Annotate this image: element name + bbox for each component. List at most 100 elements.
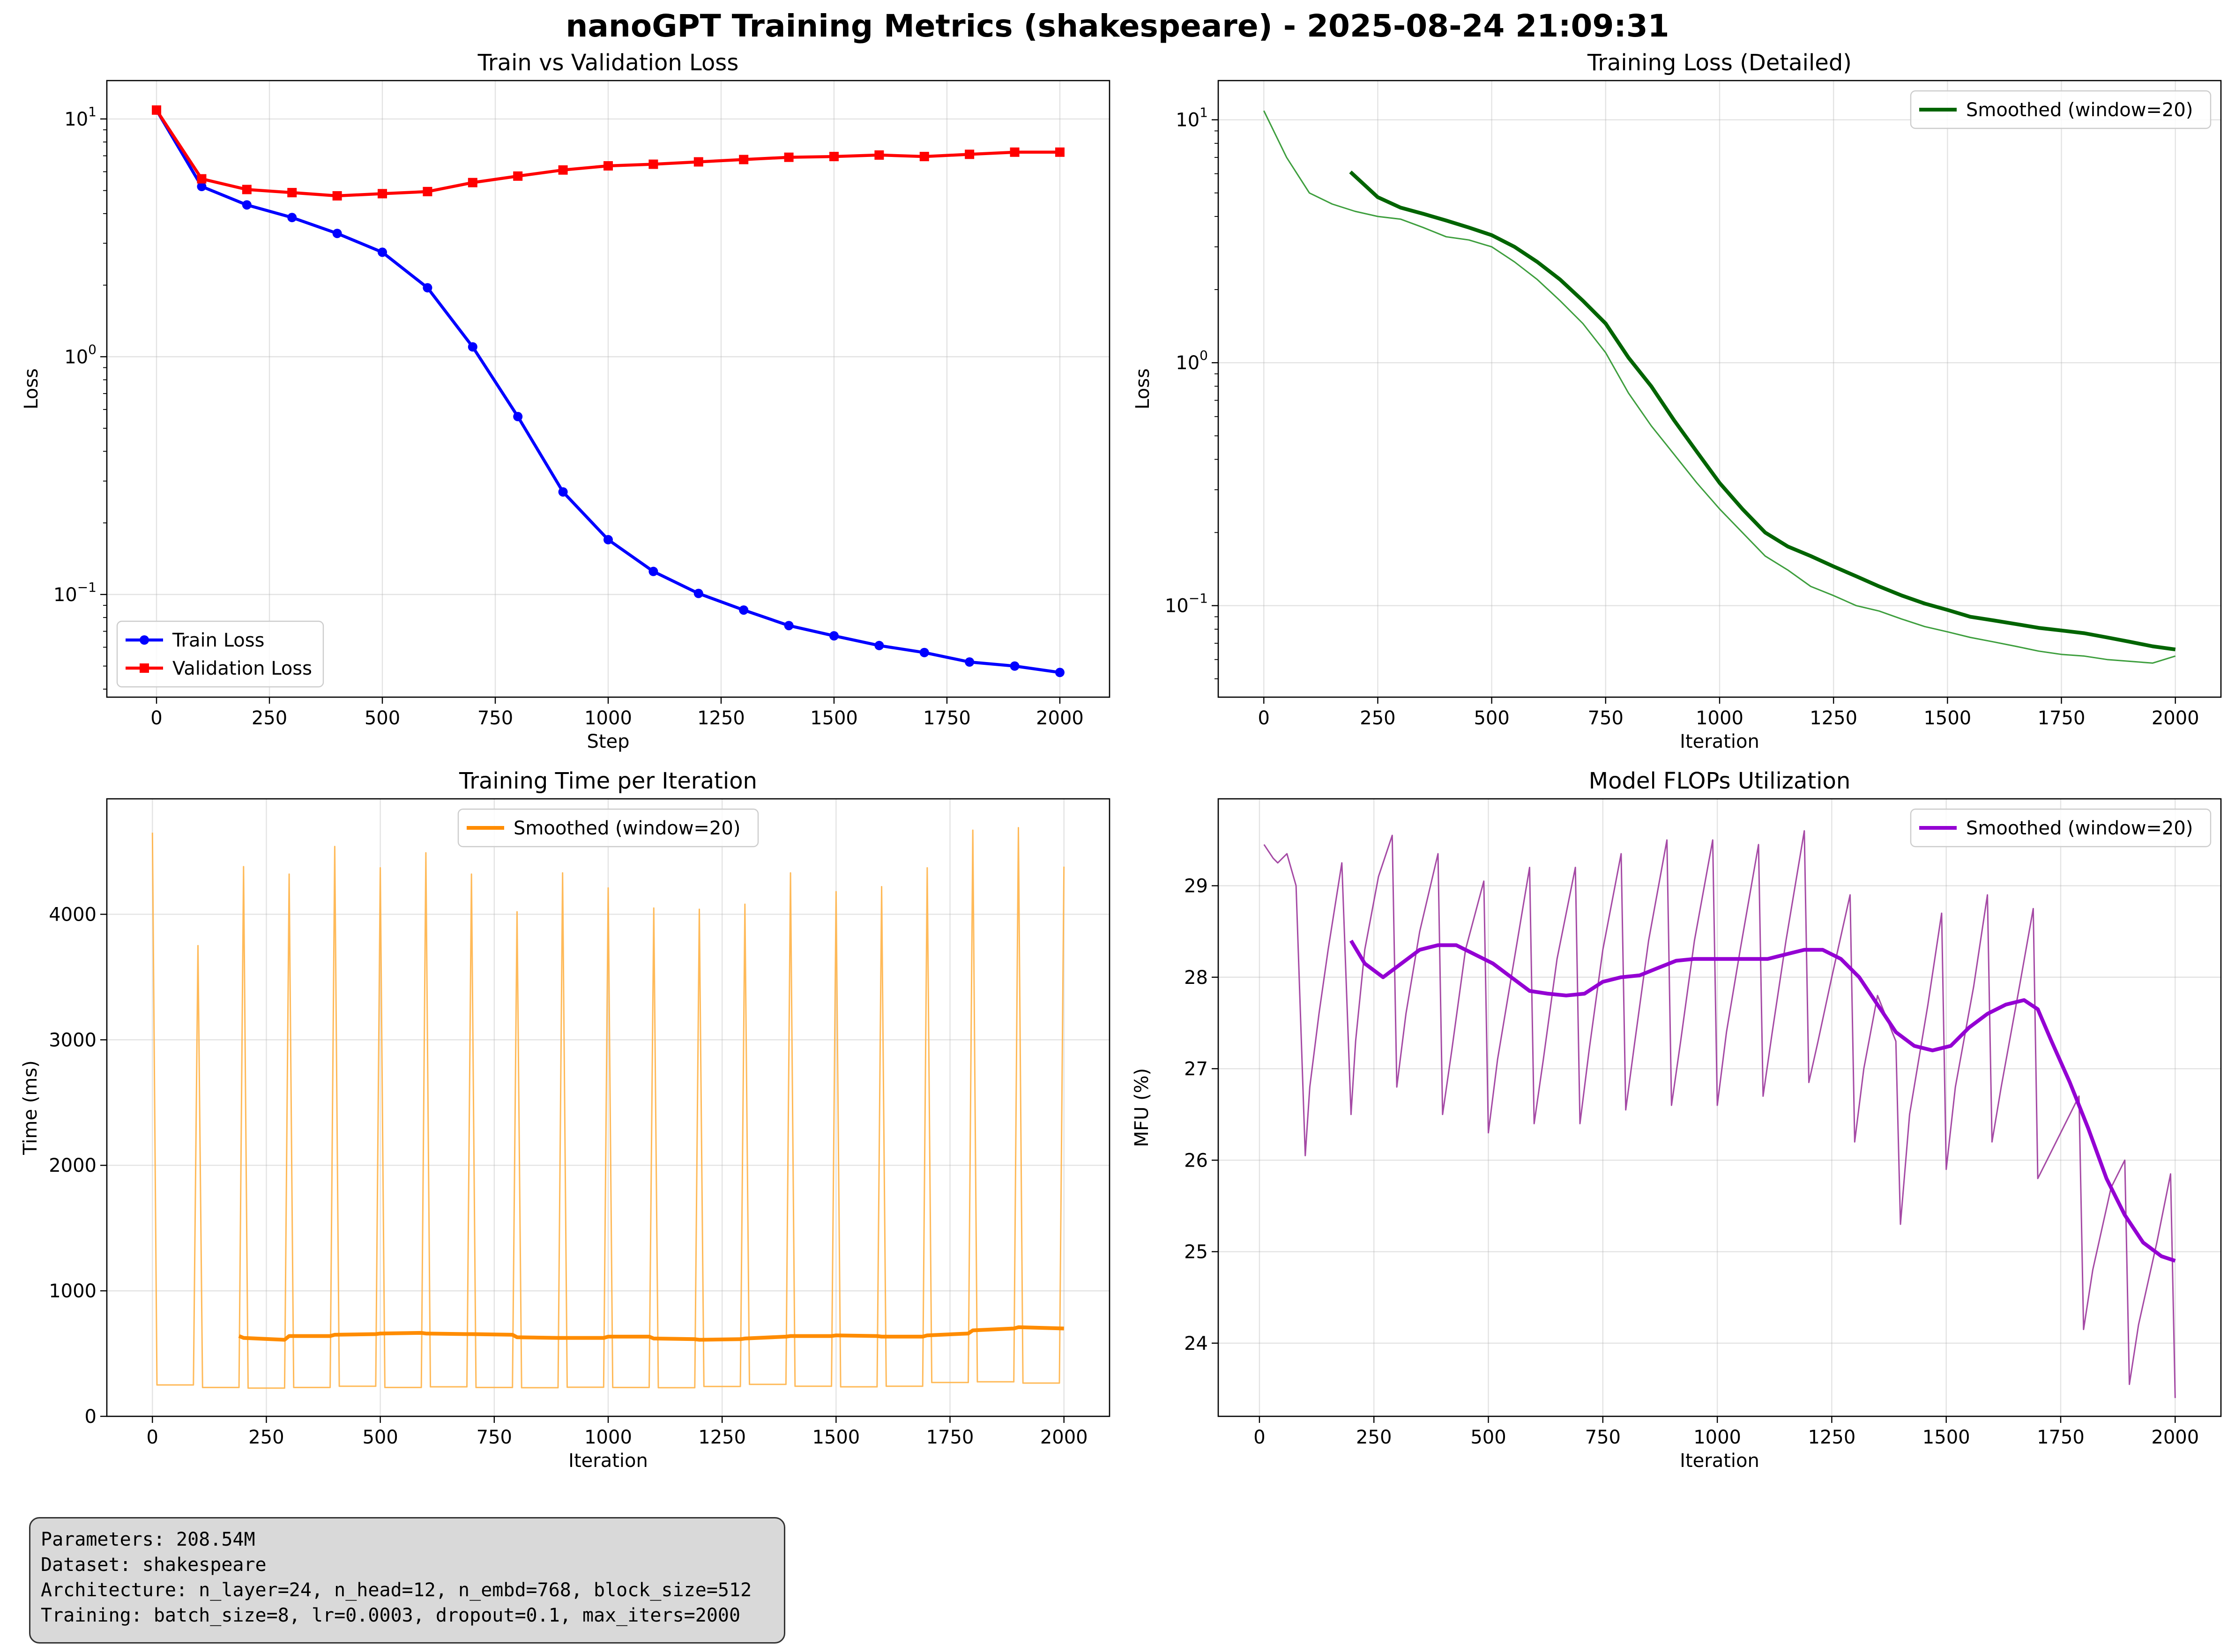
info-line-training: Training: batch_size=8, lr=0.0003, dropo…	[41, 1605, 741, 1626]
legend: Train Loss Validation Loss	[116, 620, 324, 688]
x-tick-label: 2000	[1040, 1427, 1088, 1448]
data-point	[1010, 147, 1020, 157]
grid	[107, 81, 1110, 697]
x-tick-label: 1750	[923, 707, 971, 729]
data-point	[378, 247, 387, 257]
data-point	[197, 174, 207, 184]
x-tick-label: 0	[150, 707, 162, 729]
panel-title: Training Loss (Detailed)	[1587, 50, 1852, 76]
x-tick-label: 1250	[697, 707, 745, 729]
data-point	[468, 178, 477, 187]
x-tick-label: 500	[362, 1427, 398, 1448]
plot-area	[1263, 830, 2176, 1398]
x-tick-label: 1500	[1923, 707, 1971, 729]
data-point	[829, 631, 839, 641]
legend-label: Smoothed (window=20)	[514, 818, 740, 839]
legend: Smoothed (window=20)	[1910, 90, 2212, 129]
data-point	[468, 342, 477, 352]
x-tick-label: 1000	[584, 707, 632, 729]
data-point	[739, 605, 749, 615]
y-tick-label: 28	[1184, 967, 1208, 989]
info-line-dataset: Dataset: shakespeare	[41, 1554, 267, 1576]
x-tick-label: 0	[147, 1427, 158, 1448]
series-line-0	[1349, 171, 2176, 652]
raw-series-line	[1263, 110, 2176, 664]
plot-area	[1263, 110, 2176, 664]
panel-title: Train vs Validation Loss	[477, 50, 739, 76]
legend: Smoothed (window=20)	[1910, 808, 2212, 848]
axes-frame	[1217, 80, 2222, 698]
x-axis-label: Iteration	[1680, 1450, 1759, 1472]
x-axis-label: Step	[587, 731, 629, 752]
plot-area	[152, 105, 1065, 677]
series-line-0	[238, 1325, 1064, 1342]
x-tick-label: 1250	[1808, 1427, 1856, 1448]
legend-marker	[140, 635, 149, 645]
panel-training-time-per-iteration: 0 250 500 750 1000 1250 1500 1750 2000 0 1000 2000 3…	[20, 768, 1110, 1472]
data-point	[919, 647, 929, 657]
data-point	[242, 200, 252, 210]
x-tick-label: 2000	[2152, 707, 2199, 729]
raw-series-line	[151, 827, 1065, 1389]
info-line-parameters: Parameters: 208.54M	[41, 1529, 255, 1550]
raw-series-line	[1263, 830, 2176, 1398]
x-tick-label: 500	[1470, 1427, 1506, 1448]
info-line-architecture: Architecture: n_layer=24, n_head=12, n_e…	[41, 1579, 752, 1601]
y-tick-label: 2000	[49, 1155, 97, 1176]
y-tick-label: 26	[1184, 1150, 1208, 1171]
data-point	[874, 640, 884, 650]
legend-label: Smoothed (window=20)	[1966, 99, 2193, 121]
x-tick-label: 1750	[926, 1427, 974, 1448]
data-point	[693, 588, 703, 598]
grid	[1218, 799, 2221, 1416]
panel-training-loss-detailed: 0 250 500 750 1000 1250 1500 1750 2000 10−1 100 101…	[1132, 50, 2222, 752]
x-tick-label: 500	[365, 707, 400, 729]
y-axis-label: MFU (%)	[1131, 1068, 1153, 1147]
x-tick-label: 750	[477, 1427, 512, 1448]
data-point	[423, 186, 432, 196]
data-point	[287, 188, 297, 198]
grid	[1218, 81, 2221, 697]
data-point	[784, 621, 794, 631]
x-tick-label: 1750	[2038, 707, 2086, 729]
data-point	[1055, 147, 1065, 157]
data-point	[603, 161, 613, 171]
x-tick-label: 1000	[1696, 707, 1743, 729]
data-point	[648, 159, 658, 169]
axes-frame	[106, 798, 1110, 1417]
x-tick-label: 500	[1474, 707, 1509, 729]
x-tick-label: 1500	[810, 707, 858, 729]
x-tick-label: 250	[248, 1427, 284, 1448]
y-tick-label: 10−1	[53, 580, 97, 606]
y-tick-label: 3000	[49, 1029, 97, 1051]
y-tick-label: 101	[1176, 105, 1208, 131]
x-tick-label: 1250	[698, 1427, 746, 1448]
data-point	[784, 152, 794, 162]
y-tick-label: 100	[1176, 348, 1208, 374]
data-point	[423, 283, 432, 293]
data-point	[965, 149, 975, 159]
y-axis-label: Loss	[1132, 368, 1154, 409]
x-tick-label: 750	[1588, 707, 1624, 729]
data-point	[197, 182, 207, 192]
axes-frame	[1217, 798, 2222, 1417]
data-point	[693, 157, 703, 167]
panel-title: Model FLOPs Utilization	[1589, 768, 1851, 794]
y-tick-label: 4000	[49, 904, 97, 925]
x-axis-label: Iteration	[568, 1450, 648, 1472]
x-tick-label: 2000	[2151, 1427, 2199, 1448]
y-tick-label: 10−1	[1165, 591, 1208, 617]
info-box: Parameters: 208.54M Dataset: shakespeare…	[29, 1517, 785, 1644]
x-tick-label: 1000	[584, 1427, 632, 1448]
data-point	[558, 165, 568, 175]
x-axis-label: Iteration	[1680, 731, 1759, 752]
data-point	[965, 657, 975, 667]
data-point	[648, 566, 658, 576]
legend-label: Validation Loss	[172, 658, 312, 679]
y-axis-label: Time (ms)	[20, 1060, 41, 1155]
x-tick-label: 0	[1253, 1427, 1265, 1448]
panel-title: Training Time per Iteration	[459, 768, 757, 794]
data-point	[152, 105, 162, 115]
y-tick-label: 24	[1184, 1333, 1208, 1354]
